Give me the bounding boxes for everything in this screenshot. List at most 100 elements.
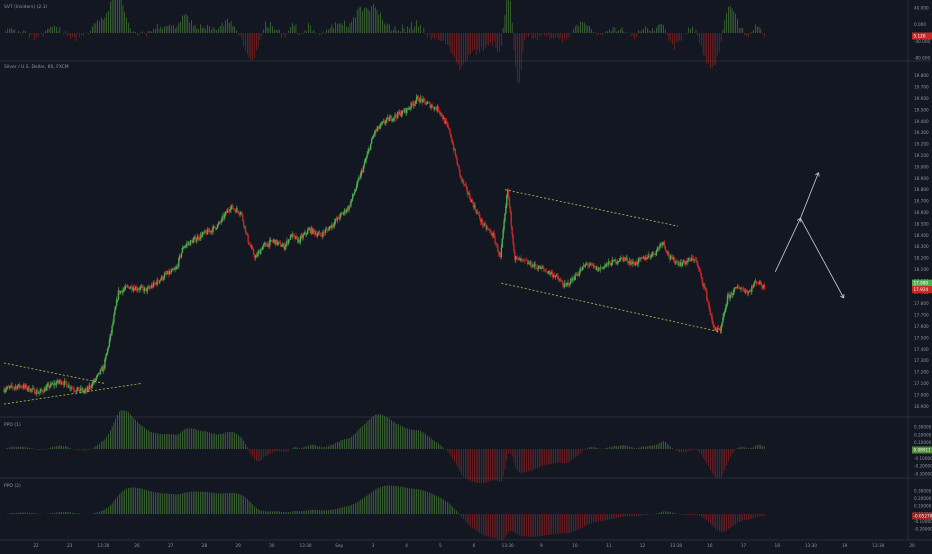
candle-body <box>122 290 123 293</box>
candle-body <box>665 246 666 250</box>
candle-body <box>472 200 473 203</box>
candle-body <box>561 281 562 283</box>
candle-body <box>496 244 497 245</box>
time-axis-tick: 5 <box>439 543 442 548</box>
candle-body <box>317 235 318 236</box>
candle-body <box>178 258 179 266</box>
candle-body <box>458 165 459 169</box>
candle-body <box>697 263 698 267</box>
time-axis-tick: 12 <box>640 543 646 548</box>
candle-body <box>430 106 431 108</box>
candle-body <box>136 287 137 290</box>
candle-body <box>334 222 335 226</box>
candle-body <box>461 177 462 180</box>
candle-body <box>220 222 221 223</box>
candle-body <box>696 260 697 263</box>
candle-body <box>166 274 167 275</box>
candle-body <box>408 109 409 110</box>
candle-body <box>671 256 672 257</box>
candle-body <box>423 99 424 100</box>
candle-body <box>512 235 513 244</box>
candle-body <box>105 356 106 359</box>
candle-body <box>720 326 721 331</box>
candle-body <box>242 215 243 221</box>
candle-body <box>407 108 408 109</box>
candle-body <box>738 287 739 288</box>
candle-body <box>505 206 506 214</box>
time-axis-tick: 20 <box>909 543 915 548</box>
candle-body <box>447 125 448 128</box>
candle-body <box>524 259 525 260</box>
candle-body <box>432 105 433 108</box>
ppo1-axis-tick: 0.10000 <box>914 440 932 445</box>
candle-body <box>610 263 611 266</box>
candle-body <box>656 251 657 255</box>
candle-body <box>463 180 464 184</box>
ppo2-label: PPO (2) <box>4 483 21 489</box>
candle-body <box>224 214 225 218</box>
candle-body <box>477 212 478 214</box>
candle-body <box>513 244 514 252</box>
candle-body <box>313 229 314 231</box>
candle-body <box>39 391 40 392</box>
candle-body <box>426 104 427 105</box>
time-axis-tick: 4 <box>405 543 408 548</box>
price-axis-tick: 19.400 <box>914 119 929 124</box>
candle-body <box>633 262 634 265</box>
candle-body <box>662 242 663 245</box>
candle-body <box>370 144 371 150</box>
candle-body <box>566 285 567 286</box>
candle-body <box>410 108 411 109</box>
candle-body <box>557 276 558 279</box>
candle-body <box>202 234 203 237</box>
candle-body <box>706 290 707 299</box>
candle-body <box>300 237 301 243</box>
candle-body <box>698 267 699 269</box>
time-axis-tick: 9 <box>540 543 543 548</box>
candle-body <box>611 265 612 266</box>
ppo1-label: PPO (1) <box>4 422 21 428</box>
candle-body <box>386 118 387 121</box>
candle-body <box>748 292 749 293</box>
candle-body <box>356 182 357 188</box>
price-axis-tick: 18.100 <box>914 267 929 272</box>
time-axis-tick: 27 <box>168 543 174 548</box>
candle-body <box>699 269 700 272</box>
candle-body <box>711 315 712 316</box>
candle-body <box>108 346 109 348</box>
time-axis-tick: 10 <box>572 543 578 548</box>
candle-body <box>760 281 761 285</box>
candle-body <box>257 252 258 256</box>
candle-body <box>605 265 606 266</box>
candle-body <box>306 234 307 235</box>
candle-body <box>131 286 132 290</box>
top-panel-label: SVT (Insiders) (2.1) <box>4 4 48 10</box>
candle-body <box>587 264 588 266</box>
candle-body <box>212 227 213 233</box>
candle-body <box>455 149 456 156</box>
candle-body <box>182 248 183 253</box>
candle-body <box>619 261 620 262</box>
candle-body <box>732 294 733 295</box>
candle-body <box>453 144 454 150</box>
candle-body <box>163 278 164 279</box>
candle-body <box>366 154 367 157</box>
time-axis-tick: 17 <box>741 543 747 548</box>
candle-body <box>353 194 354 195</box>
candle-body <box>20 386 21 387</box>
top-axis-tick: 40.000 <box>914 6 929 11</box>
price-axis-tick: 19.700 <box>914 85 929 90</box>
candle-body <box>574 280 575 281</box>
candle-body <box>659 245 660 249</box>
candle-body <box>228 210 229 211</box>
candle-body <box>657 249 658 251</box>
candle-body <box>164 274 165 278</box>
candle-body <box>218 223 219 224</box>
candle-body <box>558 279 559 281</box>
candle-body <box>668 253 669 257</box>
price-axis-tick: 19.800 <box>914 73 929 78</box>
price-axis-tick: 17.800 <box>914 301 929 306</box>
candle-body <box>333 225 334 226</box>
candle-body <box>535 264 536 267</box>
